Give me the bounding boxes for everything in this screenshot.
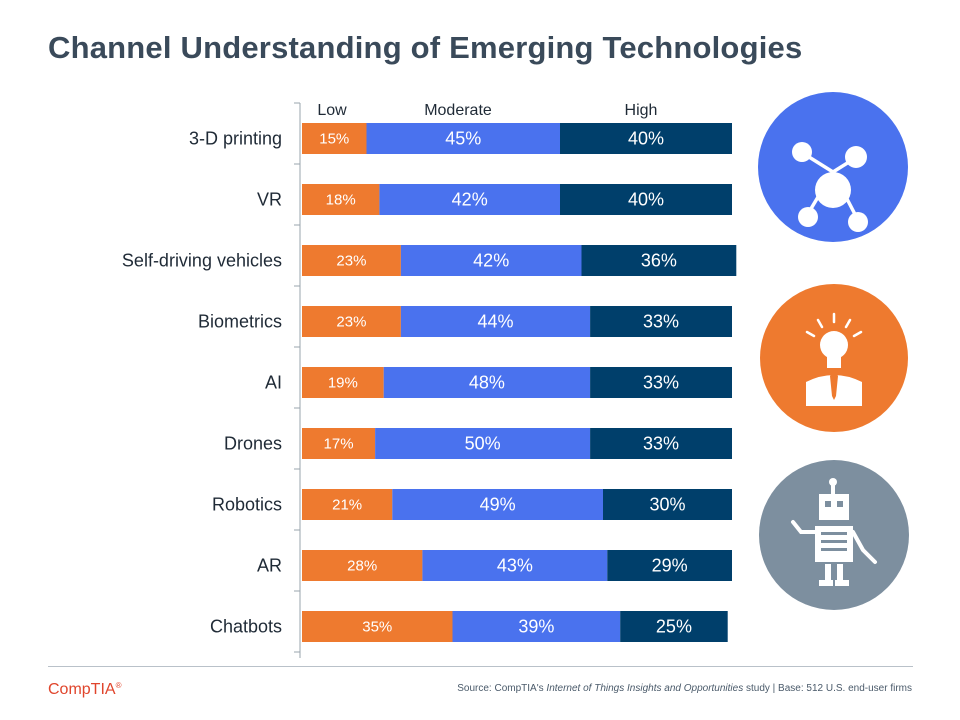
data-label-low: 23% (336, 314, 366, 331)
data-label-moderate: 43% (497, 556, 533, 576)
robot-icon (759, 460, 909, 610)
category-label: 3-D printing (189, 129, 282, 149)
category-label: Self-driving vehicles (122, 251, 282, 271)
data-label-high: 40% (628, 129, 664, 149)
data-label-low: 19% (328, 375, 358, 392)
legend-label-low: Low (317, 102, 347, 119)
bar-segment-high (607, 550, 732, 581)
bar-segment-high (590, 367, 732, 398)
bar-segment-moderate (400, 245, 582, 276)
bar-segment-moderate (452, 611, 621, 642)
data-label-moderate: 49% (480, 495, 516, 515)
data-label-low: 21% (332, 497, 362, 514)
data-label-high: 40% (628, 190, 664, 210)
comptia-logo: CompTIA® (48, 681, 122, 698)
bar-segment-low (302, 428, 376, 459)
data-label-low: 28% (347, 558, 377, 575)
data-label-low: 18% (326, 192, 356, 209)
legend-label-high: High (625, 102, 658, 119)
bar-segment-low (302, 550, 423, 581)
data-label-moderate: 42% (452, 190, 488, 210)
category-label: Biometrics (198, 312, 282, 332)
bar-segment-moderate (366, 123, 560, 154)
category-label: Chatbots (210, 617, 282, 637)
data-label-high: 29% (652, 556, 688, 576)
footer-divider (48, 666, 913, 667)
lightbulb-person-icon (760, 284, 908, 432)
data-label-moderate: 42% (473, 251, 509, 271)
data-label-moderate: 45% (445, 129, 481, 149)
bar-segment-low (302, 184, 380, 215)
bar-segment-high (581, 245, 737, 276)
data-label-moderate: 50% (465, 434, 501, 454)
category-label: Drones (224, 434, 282, 454)
data-label-low: 23% (336, 253, 366, 270)
bar-segment-low (302, 611, 453, 642)
data-label-high: 25% (656, 617, 692, 637)
data-label-high: 30% (649, 495, 685, 515)
bar-segment-low (302, 306, 401, 337)
data-label-high: 33% (643, 373, 679, 393)
data-label-high: 36% (641, 251, 677, 271)
data-label-low: 17% (324, 436, 354, 453)
bar-segment-high (590, 428, 732, 459)
data-label-low: 35% (362, 619, 392, 636)
stacked-bar-chart: Low Moderate High 3-D printing 15% 45% 40% VR 18… (122, 102, 737, 658)
bar-segment-high (560, 123, 732, 154)
page-title: Channel Understanding of Emerging Techno… (48, 30, 803, 65)
bar-segment-moderate (392, 489, 603, 520)
bar-segment-low (302, 123, 367, 154)
bar-segment-low (302, 489, 393, 520)
data-label-moderate: 39% (518, 617, 554, 637)
category-label: AI (265, 373, 282, 393)
category-label: VR (257, 190, 282, 210)
source-note: Source: CompTIA's Internet of Things Ins… (457, 683, 912, 694)
bar-segment-high (620, 611, 728, 642)
legend-label-moderate: Moderate (424, 102, 492, 119)
data-label-moderate: 44% (477, 312, 513, 332)
bar-segment-moderate (375, 428, 591, 459)
category-label: Robotics (212, 495, 282, 515)
network-hub-icon (758, 92, 908, 242)
bar-segment-moderate (422, 550, 608, 581)
bar-segment-moderate (400, 306, 591, 337)
data-label-high: 33% (643, 434, 679, 454)
bar-segment-low (302, 367, 384, 398)
data-label-low: 15% (319, 131, 349, 148)
bar-segment-moderate (383, 367, 591, 398)
category-label: AR (257, 556, 282, 576)
bar-segment-moderate (379, 184, 560, 215)
bar-segment-high (560, 184, 732, 215)
bar-segment-high (603, 489, 732, 520)
bar-segment-high (590, 306, 732, 337)
data-label-moderate: 48% (469, 373, 505, 393)
bar-segment-low (302, 245, 401, 276)
data-label-high: 33% (643, 312, 679, 332)
